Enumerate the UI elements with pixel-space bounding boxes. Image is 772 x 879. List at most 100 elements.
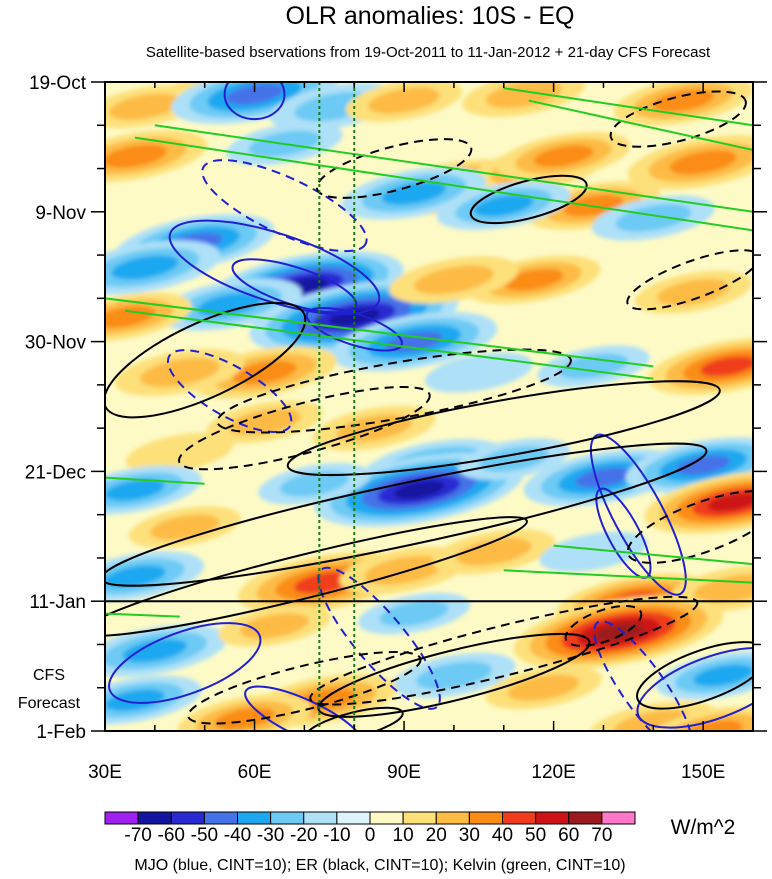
anomaly-level <box>105 144 168 168</box>
anomaly-level <box>455 537 532 566</box>
colorbar-swatch <box>502 811 537 825</box>
anomaly-level <box>225 84 284 105</box>
mjo-contour <box>589 433 687 596</box>
kelvin-contour <box>105 297 654 368</box>
colorbar-units: W/m^2 <box>671 816 736 839</box>
y-tick-label: 1-Feb <box>36 722 86 743</box>
anomaly-level <box>381 181 447 205</box>
anomaly-level <box>122 639 187 663</box>
anomaly-blob <box>330 311 498 372</box>
colorbar-tick-label: 0 <box>365 825 376 846</box>
colorbar-swatch <box>336 811 371 825</box>
anomaly-level <box>575 467 632 488</box>
colorbar-tick-label: 20 <box>426 825 447 846</box>
er-contour <box>315 138 473 199</box>
anomaly-blob <box>105 624 228 677</box>
anomaly-blob <box>345 82 463 123</box>
anomaly-level <box>228 408 301 436</box>
kelvin-contour <box>105 476 205 485</box>
colorbar-swatch <box>203 811 238 825</box>
x-tick-label: 90E <box>387 762 421 783</box>
mjo-contour <box>108 622 262 704</box>
anomaly-blob <box>485 666 602 710</box>
anomaly-level <box>700 356 753 377</box>
er-contour <box>626 249 753 311</box>
mjo-contour <box>223 82 286 121</box>
anomaly-blob <box>105 85 204 129</box>
y-axis: 19-Oct 9-Nov 30-Nov 21-Dec 11-Jan 1-Feb <box>25 73 767 743</box>
anomaly-level <box>109 93 181 120</box>
colorbar-tick-label: 30 <box>459 825 480 846</box>
chart-title: OLR anomalies: 10S - EQ <box>285 2 574 30</box>
anomaly-level <box>105 689 165 711</box>
kelvin-contour <box>134 136 753 232</box>
anomaly-level <box>197 292 262 317</box>
colorbar-tick-label: 50 <box>525 825 546 846</box>
wave-contours <box>105 82 753 731</box>
anomaly-level <box>294 571 355 594</box>
y-tick-label: 21-Dec <box>25 462 86 483</box>
chart-subtitle: Satellite-based bservations from 19-Oct-… <box>146 44 711 61</box>
x-tick-label: 30E <box>88 762 122 783</box>
colorbar-swatch <box>104 811 139 825</box>
anomaly-level <box>539 531 648 572</box>
anomaly-level <box>669 150 737 175</box>
mjo-contour <box>166 349 293 433</box>
er-contour <box>626 490 753 564</box>
anomaly-level <box>105 479 165 501</box>
colorbar-swatch <box>435 811 470 825</box>
colorbar-swatch <box>369 811 404 825</box>
mjo-contour <box>593 620 694 731</box>
colorbar-tick-label: 60 <box>558 825 579 846</box>
er-contour <box>564 605 643 647</box>
anomaly-level <box>111 255 179 280</box>
colorbar-tick-label: -20 <box>290 825 317 846</box>
colorbar-swatch <box>535 811 570 825</box>
anomaly-level <box>657 278 730 306</box>
er-contour <box>304 706 404 731</box>
anomaly-blob <box>644 470 753 534</box>
anomaly-blob <box>392 652 516 698</box>
y-tick-label: 11-Jan <box>29 592 86 613</box>
anomaly-level <box>105 306 155 328</box>
colorbar-swatch <box>468 811 503 825</box>
anomaly-level <box>393 480 445 499</box>
er-contour <box>636 641 753 710</box>
anomaly-level <box>416 661 492 690</box>
colorbar-swatch <box>137 811 172 825</box>
y-tick-label: 30-Nov <box>25 333 87 354</box>
colorbar-tick-label: -60 <box>158 825 185 846</box>
anomaly-level <box>683 720 743 731</box>
anomaly-blob <box>614 82 753 126</box>
anomaly-blob <box>588 701 719 731</box>
anomaly-blob <box>258 463 371 505</box>
anomaly-level <box>507 674 580 701</box>
anomaly-level <box>474 194 534 217</box>
x-axis: 30E 60E 90E 120E 150E <box>88 82 754 783</box>
kelvin-contour <box>528 99 753 151</box>
mjo-contour <box>168 219 381 316</box>
anomaly-blob <box>389 256 519 304</box>
er-contour <box>105 516 528 637</box>
colorbar-swatch <box>170 811 205 825</box>
kelvin-contour <box>105 612 180 618</box>
mjo-contour <box>305 306 403 352</box>
forecast-label-line1: CFS <box>33 667 65 684</box>
colorbar-tick-label: 70 <box>591 825 612 846</box>
colorbar-swatch <box>568 811 603 825</box>
anomaly-level <box>533 145 594 167</box>
anomaly-blob <box>496 131 631 181</box>
kelvin-contour <box>553 544 753 566</box>
colorbar-swatch <box>270 811 305 825</box>
er-contour <box>178 385 431 471</box>
colorbar-tick-label: -70 <box>124 825 151 846</box>
er-contour <box>317 632 591 718</box>
anomaly-blob <box>125 432 234 473</box>
anomaly-blob <box>115 348 245 397</box>
colorbar-tick-label: -40 <box>224 825 251 846</box>
anomaly-level <box>693 664 753 687</box>
anomaly-blob <box>424 352 533 393</box>
plot-frame <box>104 81 754 732</box>
colorbar-tick-label: -10 <box>323 825 350 846</box>
